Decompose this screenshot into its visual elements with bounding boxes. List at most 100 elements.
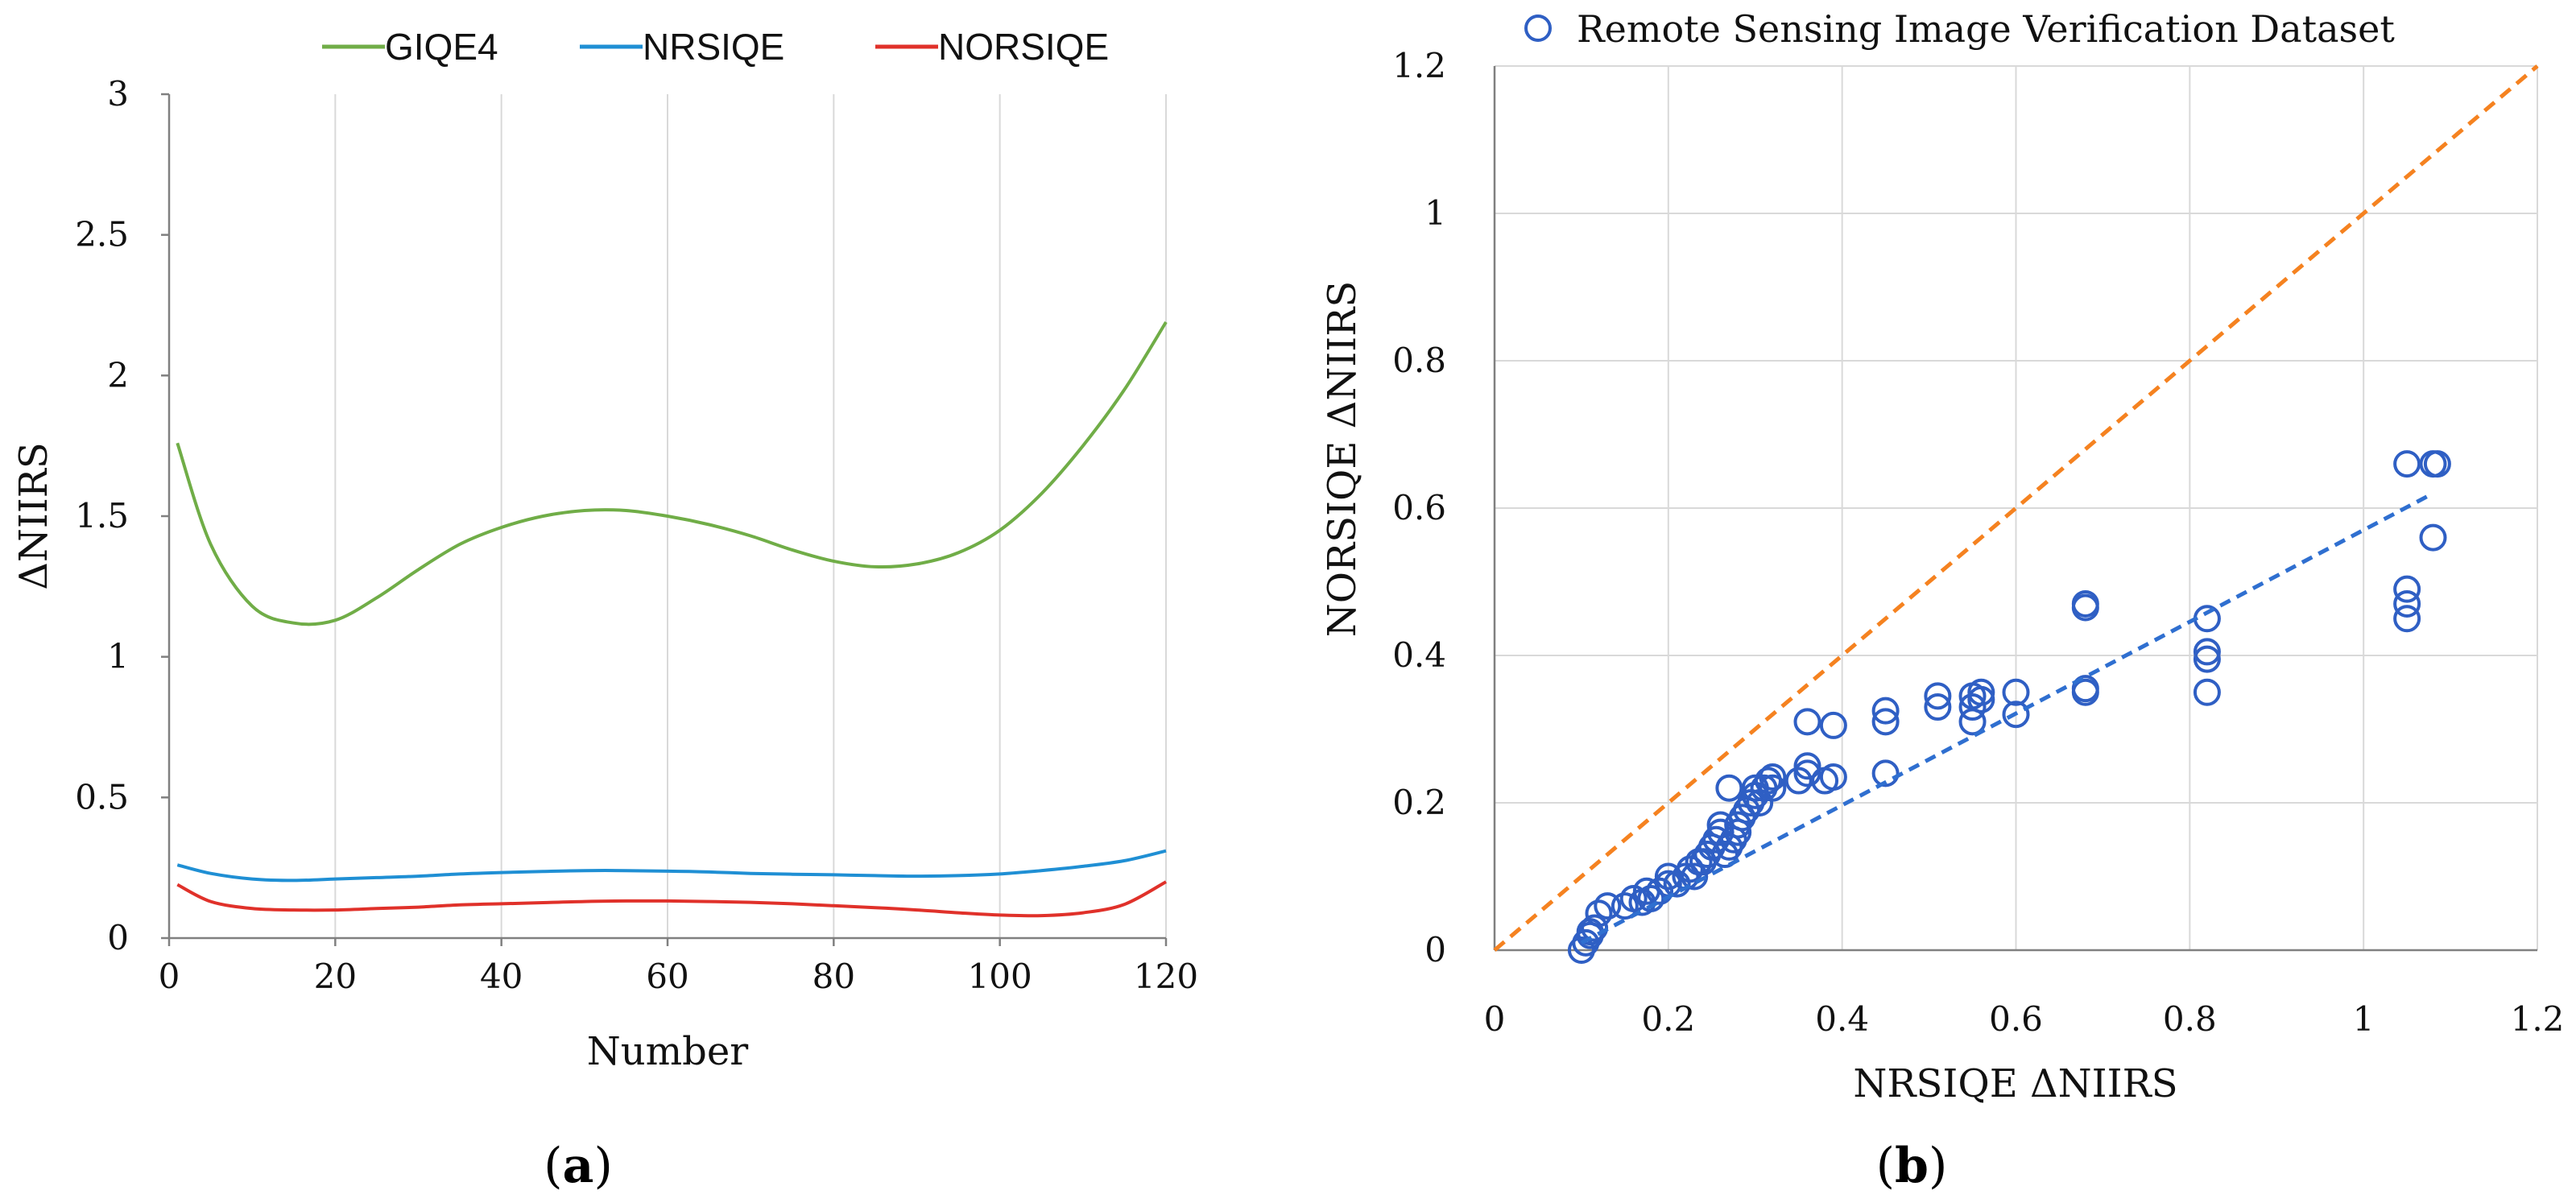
scatter-point [1967,678,1995,706]
chart-b-x-tick-label: 1.2 [2511,999,2565,1039]
legend-label-nrsiqe: NRSIQE [643,26,784,68]
scatter-point [1819,763,1847,791]
legend-label-giqe4: GIQE4 [385,26,498,68]
chart-b-x-ticks: 0 0.2 0.4 0.6 0.8 1 1.2 [1484,999,2565,1039]
chart-a-y-ticks: 0 0.5 1 1.5 2 2.5 3 [75,74,169,957]
chart-b-y-tick-label: 0.2 [1392,783,1446,822]
scatter-point [1967,685,1995,713]
chart-b-y-label: NORSIQE ΔNIIRS [1320,281,1365,638]
scatter-point [2393,450,2421,478]
chart-b-y-tick-label: 0.6 [1392,488,1446,527]
panel-label-b: (b) [1876,1138,1948,1194]
chart-b-y-ticks: 0 0.2 0.4 0.6 0.8 1 1.2 [1392,46,1446,969]
chart-a-legend: GIQE4 NRSIQE NORSIQE [322,26,1109,68]
scatter-point [2393,589,2421,618]
chart-a-y-tick-label: 3 [107,74,129,114]
chart-b-x-tick-label: 0 [1484,999,1506,1039]
trend-line [1580,491,2434,945]
panel-label-a-close: ) [593,1138,612,1194]
legend-label-dataset: Remote Sensing Image Verification Datase… [1577,7,2395,51]
chart-a-y-tick-label: 1 [107,637,129,676]
scatter-point [1924,682,1952,710]
chart-b: 0 0.2 0.4 0.6 0.8 1 1.2 0 0.2 0.4 0.6 0.8 1 1.2 NRSI… [1320,7,2564,1194]
panel-label-b-letter: b [1895,1138,1929,1194]
identity-line [1493,64,2539,952]
chart-a-y-label: ΔNIIRS [11,442,56,590]
scatter-point [1611,892,1639,920]
series-line-nrsiqe [176,849,1167,883]
chart-b-x-tick-label: 0.4 [1815,999,1869,1039]
scatter-point [1819,711,1847,739]
chart-a-x-tick-label: 20 [314,957,357,996]
panel-label-b-close: ) [1929,1138,1947,1194]
chart-b-legend: Remote Sensing Image Verification Datase… [1524,7,2395,51]
panel-label-a-letter: a [563,1138,594,1194]
chart-b-y-tick-label: 0.4 [1392,635,1446,675]
scatter-point [2419,523,2447,552]
chart-a-x-ticks: 0 20 40 60 80 100 120 [159,938,1198,996]
panel-label-b-open: ( [1876,1138,1895,1194]
scatter-point [1871,697,1900,725]
chart-b-y-tick-label: 0 [1424,930,1446,969]
chart-b-y-tick-label: 0.8 [1392,341,1446,380]
chart-a-y-tick-label: 2.5 [75,215,129,254]
scatter-point [2393,605,2421,633]
scatter-point [2193,678,2221,706]
chart-b-reference-lines [1493,64,2539,952]
chart-a-x-tick-label: 80 [812,957,855,996]
scatter-point [1958,693,1987,721]
chart-a-x-tick-label: 60 [646,957,688,996]
series-line-giqe4 [176,320,1168,626]
chart-a-y-tick-label: 0.5 [75,777,129,816]
chart-a-series-group [176,320,1168,918]
scatter-point [1715,774,1743,802]
scatter-point [2393,575,2421,603]
chart-b-x-tick-label: 0.8 [2163,999,2217,1039]
scatter-point [2193,605,2221,633]
legend-label-norsiqe: NORSIQE [938,26,1109,68]
chart-b-y-tick-label: 1.2 [1392,46,1446,85]
chart-a-y-tick-label: 0 [107,918,129,957]
scatter-point [2193,638,2221,666]
scatter-point [1793,759,1821,788]
legend-marker-circle [1524,14,1552,42]
scatter-point [1871,708,1900,736]
scatter-point [1646,877,1674,905]
chart-b-x-tick-label: 1 [2353,999,2375,1039]
scatter-point [2071,593,2099,622]
scatter-point [2002,701,2030,729]
chart-a-x-label: Number [587,1029,749,1074]
chart-b-y-tick-label: 1 [1424,193,1446,233]
scatter-point [1871,759,1900,788]
chart-a-x-tick-label: 40 [480,957,523,996]
chart-b-gridlines [1495,65,2538,950]
scatter-point [1759,774,1787,802]
chart-b-points [1567,450,2451,964]
series-line-norsiqe [176,880,1167,918]
scatter-point [1793,752,1821,780]
scatter-point [1585,899,1613,928]
chart-a: 0 20 40 60 80 100 120 0 0.5 1 1.5 2 2.5 3 Number ΔNI… [11,26,1198,1194]
chart-a-y-tick-label: 2 [107,355,129,395]
chart-a-y-tick-label: 1.5 [75,496,129,535]
chart-a-x-tick-label: 0 [159,957,180,996]
scatter-point [2002,678,2030,706]
chart-a-gridlines [334,94,1167,938]
panel-label-a: (a) [544,1138,613,1194]
scatter-point [1793,708,1821,736]
chart-b-x-tick-label: 0.2 [1641,999,1695,1039]
scatter-point [1759,763,1787,791]
chart-a-x-tick-label: 120 [1134,957,1198,996]
scatter-point [1594,892,1622,920]
chart-b-x-tick-label: 0.6 [1989,999,2043,1039]
scatter-point [1924,693,1952,721]
scatter-point [2193,645,2221,673]
scatter-point [2423,450,2451,478]
scatter-point [1784,767,1813,795]
scatter-point [1681,862,1709,891]
chart-a-x-tick-label: 100 [968,957,1032,996]
scatter-point [2071,675,2099,703]
chart-b-x-label: NRSIQE ΔNIIRS [1853,1061,2177,1106]
panel-label-a-open: ( [544,1138,562,1194]
